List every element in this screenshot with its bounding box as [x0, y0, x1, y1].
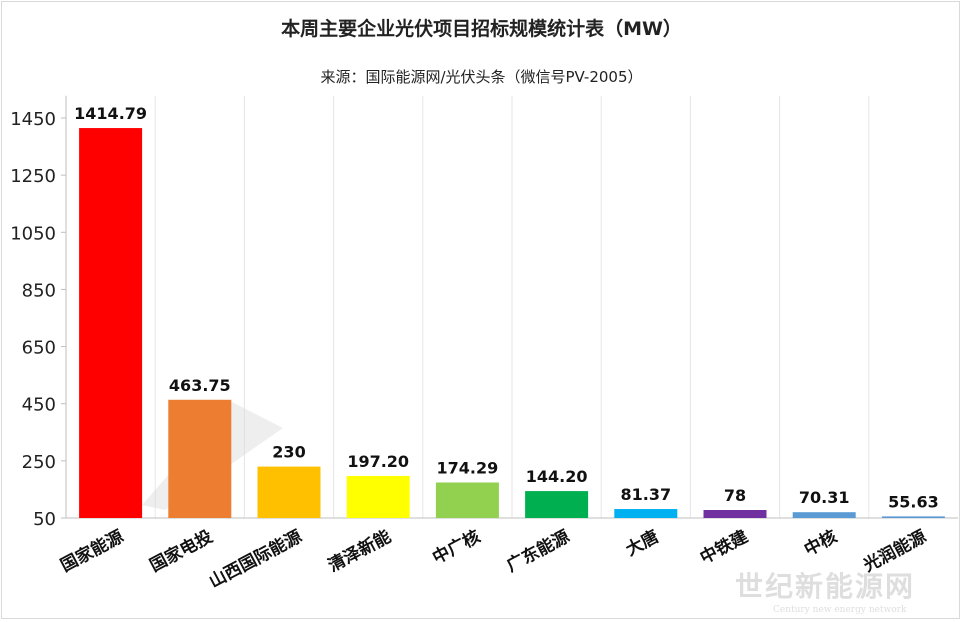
x-tick-label: 中广核	[429, 526, 484, 568]
chart-title: 本周主要企业光伏项目招标规模统计表（MW）	[281, 18, 682, 40]
data-label: 463.75	[169, 376, 231, 395]
y-tick-label: 1050	[10, 223, 56, 244]
data-label: 55.63	[888, 492, 939, 511]
bar	[792, 512, 856, 518]
chart-subtitle: 来源：国际能源网/光伏头条（微信号PV-2005）	[320, 68, 643, 86]
bar	[703, 510, 767, 518]
data-label: 70.31	[799, 488, 850, 507]
bar	[881, 516, 945, 518]
data-label: 230	[272, 443, 305, 462]
x-tick-label: 大唐	[622, 526, 662, 561]
bar	[614, 509, 678, 518]
bar	[525, 491, 589, 518]
x-tick-label: 国家能源	[57, 526, 127, 576]
y-tick-label: 650	[22, 338, 56, 359]
y-tick-label: 50	[33, 509, 56, 530]
data-label: 174.29	[437, 458, 499, 477]
x-tick-label: 广东能源	[503, 526, 573, 576]
bar	[257, 466, 321, 518]
data-label: 144.20	[526, 467, 588, 486]
y-tick-label: 850	[22, 280, 56, 301]
bar	[346, 475, 410, 518]
x-tick-label: 国家电投	[146, 526, 216, 576]
y-tick-label: 450	[22, 395, 56, 416]
y-tick-label: 1250	[10, 166, 56, 187]
data-label: 197.20	[347, 452, 409, 471]
x-tick-label: 清泽新能	[325, 526, 395, 576]
data-label: 1414.79	[74, 104, 147, 123]
x-tick-label: 中铁建	[696, 526, 751, 568]
y-tick-label: 1450	[10, 109, 56, 130]
data-label: 81.37	[620, 485, 671, 504]
bar	[435, 482, 499, 518]
x-tick-label: 光润能源	[859, 526, 930, 577]
x-tick-label: 山西国际能源	[205, 526, 305, 592]
x-tick-label: 中核	[801, 526, 841, 561]
data-label: 78	[724, 486, 746, 505]
bar	[168, 399, 232, 518]
bar	[79, 128, 143, 518]
y-tick-label: 250	[22, 452, 56, 473]
